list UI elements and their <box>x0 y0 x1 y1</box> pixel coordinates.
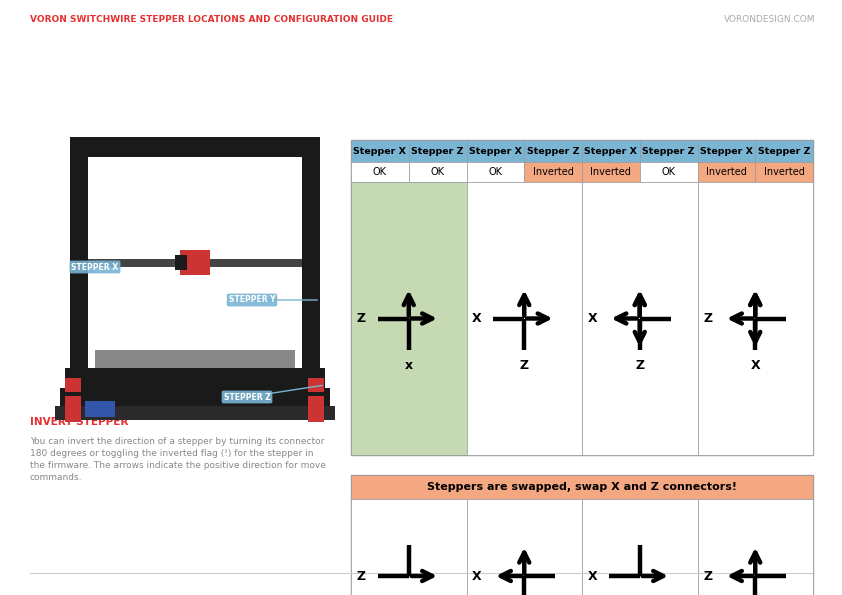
Text: STEPPER Y: STEPPER Y <box>229 296 275 305</box>
Text: Inverted: Inverted <box>764 167 805 177</box>
Bar <box>95 350 295 368</box>
Text: Z: Z <box>357 569 366 583</box>
Bar <box>582 499 697 595</box>
Text: Stepper Z: Stepper Z <box>758 146 810 155</box>
Bar <box>308 396 324 410</box>
Bar <box>60 388 330 410</box>
Bar <box>697 162 755 182</box>
Bar <box>55 406 335 420</box>
Text: STEPPER Z: STEPPER Z <box>224 393 270 402</box>
Bar <box>308 378 324 392</box>
Text: Z: Z <box>703 569 712 583</box>
Text: commands.: commands. <box>30 473 83 482</box>
Text: OK: OK <box>373 167 386 177</box>
Text: Z: Z <box>357 312 366 325</box>
Text: Z: Z <box>703 312 712 325</box>
Text: Z: Z <box>635 359 644 372</box>
Bar <box>408 162 466 182</box>
Text: Stepper Z: Stepper Z <box>412 146 464 155</box>
Text: X: X <box>588 312 597 325</box>
Bar <box>65 396 81 410</box>
Bar <box>70 140 88 370</box>
Text: OK: OK <box>430 167 445 177</box>
Bar <box>65 378 81 392</box>
Text: STEPPER X: STEPPER X <box>72 262 119 271</box>
Bar <box>351 499 466 595</box>
Text: You can invert the direction of a stepper by turning its connector: You can invert the direction of a steppe… <box>30 437 324 446</box>
Bar <box>70 137 320 157</box>
Bar <box>65 368 325 390</box>
Text: X: X <box>750 359 760 372</box>
Text: Stepper X: Stepper X <box>354 146 407 155</box>
Bar <box>351 182 466 455</box>
Text: VORON SWITCHWIRE STEPPER LOCATIONS AND CONFIGURATION GUIDE: VORON SWITCHWIRE STEPPER LOCATIONS AND C… <box>30 14 393 23</box>
Text: X: X <box>472 569 482 583</box>
Text: 180 degrees or toggling the inverted flag (!) for the stepper in: 180 degrees or toggling the inverted fla… <box>30 449 313 458</box>
Text: X: X <box>472 312 482 325</box>
Bar <box>65 410 81 422</box>
Text: INVERT STEPPER: INVERT STEPPER <box>30 417 128 427</box>
Bar <box>408 140 466 162</box>
Text: Steppers are swapped, swap X and Z connectors!: Steppers are swapped, swap X and Z conne… <box>427 482 737 492</box>
Bar <box>308 410 324 422</box>
Text: Inverted: Inverted <box>706 167 747 177</box>
Text: OK: OK <box>488 167 503 177</box>
Bar <box>466 162 525 182</box>
Bar <box>582 140 640 162</box>
Bar <box>755 162 813 182</box>
Bar <box>88 259 302 267</box>
Bar <box>697 140 755 162</box>
Text: Stepper X: Stepper X <box>700 146 753 155</box>
Bar <box>351 140 408 162</box>
Bar <box>180 250 210 275</box>
Text: Stepper X: Stepper X <box>469 146 522 155</box>
Bar <box>640 162 697 182</box>
Bar <box>85 401 115 417</box>
Text: Stepper Z: Stepper Z <box>527 146 579 155</box>
Text: Z: Z <box>520 359 529 372</box>
Text: VORONDESIGN.COM: VORONDESIGN.COM <box>723 14 815 23</box>
Bar <box>525 140 582 162</box>
Text: x: x <box>405 359 413 372</box>
Bar <box>466 182 582 455</box>
Text: Inverted: Inverted <box>590 167 632 177</box>
Text: Inverted: Inverted <box>533 167 573 177</box>
Bar <box>302 140 320 370</box>
Bar <box>466 140 525 162</box>
Bar <box>755 140 813 162</box>
Bar <box>175 255 187 270</box>
Text: the firmware. The arrows indicate the positive direction for move: the firmware. The arrows indicate the po… <box>30 461 326 470</box>
Bar <box>640 140 697 162</box>
Bar <box>466 499 582 595</box>
Bar <box>351 140 813 455</box>
Bar <box>697 499 813 595</box>
Bar <box>582 162 640 182</box>
Bar <box>697 182 813 455</box>
Text: X: X <box>588 569 597 583</box>
Bar <box>582 182 697 455</box>
Text: Stepper X: Stepper X <box>584 146 637 155</box>
Text: Stepper Z: Stepper Z <box>642 146 695 155</box>
Bar <box>351 162 408 182</box>
Bar <box>351 475 813 595</box>
Bar <box>351 475 813 499</box>
Text: OK: OK <box>662 167 675 177</box>
Bar <box>525 162 582 182</box>
